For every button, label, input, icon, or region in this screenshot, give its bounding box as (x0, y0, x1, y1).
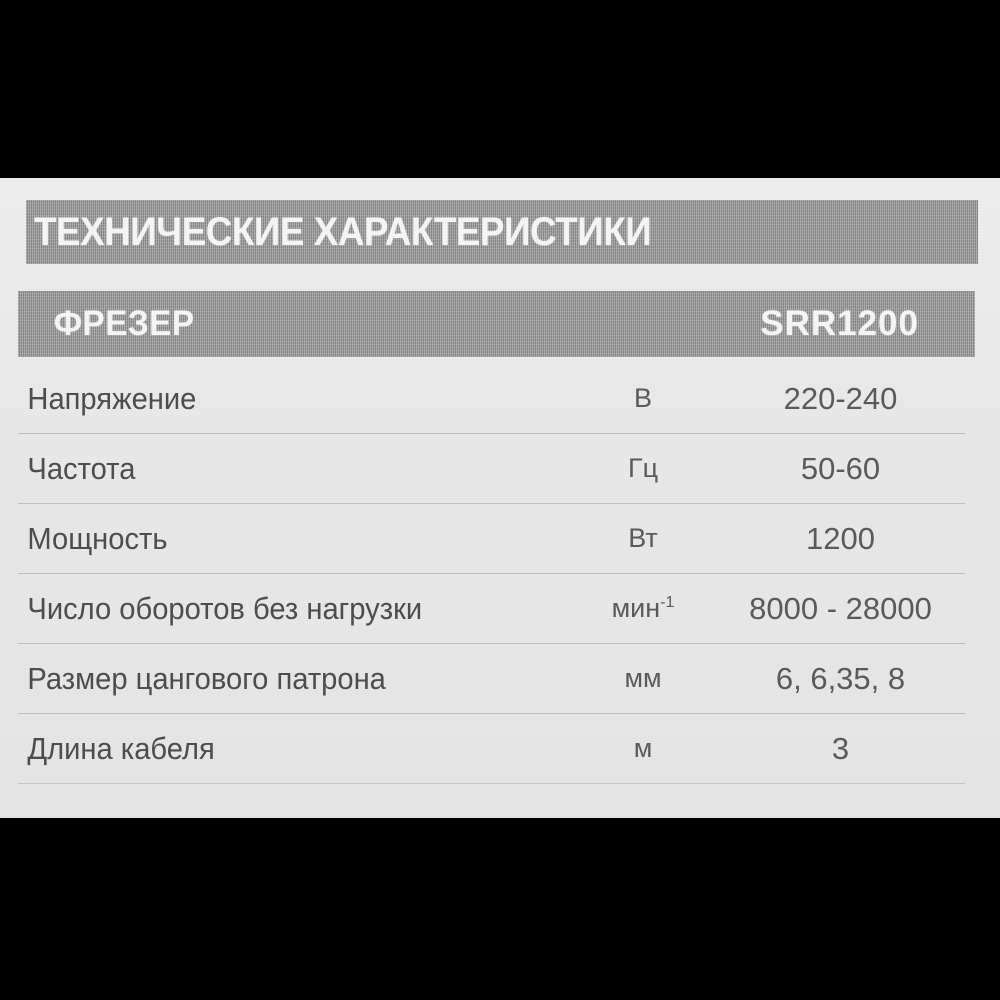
spec-value: 220-240 (783, 380, 898, 416)
spec-unit-text: мин (611, 593, 661, 623)
spec-unit: мин-1 (558, 593, 728, 624)
section-title-banner: ТЕХНИЧЕСКИЕ ХАРАКТЕРИСТИКИ (26, 200, 978, 264)
table-row: Размер цангового патрона мм 6, 6,35, 8 (18, 644, 965, 714)
spec-value: 8000 - 28000 (749, 590, 932, 626)
spec-value: 1200 (806, 520, 875, 556)
model-header-banner: ФРЕЗЕР SRR1200 (18, 291, 975, 357)
spec-unit: В (558, 383, 728, 414)
table-row: Напряжение В 220-240 (18, 364, 965, 434)
spec-label: Длина кабеля (27, 730, 215, 766)
table-row: Число оборотов без нагрузки мин-1 8000 -… (18, 574, 965, 644)
spec-label: Частота (27, 450, 136, 486)
spec-unit-text: Гц (627, 453, 659, 483)
spec-value: 3 (831, 730, 850, 766)
spec-value: 50-60 (800, 450, 881, 486)
model-code-label: SRR1200 (760, 304, 919, 343)
specification-sheet: ТЕХНИЧЕСКИЕ ХАРАКТЕРИСТИКИ ФРЕЗЕР SRR120… (0, 178, 1000, 818)
letterbox-bottom (0, 818, 1000, 1000)
spec-unit-text: Вт (628, 523, 658, 553)
spec-unit: Гц (558, 453, 728, 484)
letterbox-top (0, 0, 1000, 178)
spec-label: Мощность (27, 520, 168, 556)
spec-label: Напряжение (27, 380, 197, 416)
spec-unit-text: В (633, 383, 652, 413)
table-row: Мощность Вт 1200 (18, 504, 965, 574)
specifications-table: Напряжение В 220-240 Частота Гц 50-60 Мо… (18, 364, 965, 784)
spec-unit: м (558, 733, 728, 764)
table-row: Частота Гц 50-60 (18, 434, 965, 504)
section-title-text: ТЕХНИЧЕСКИЕ ХАРАКТЕРИСТИКИ (34, 209, 652, 254)
spec-unit-text: мм (624, 663, 662, 693)
spec-unit: Вт (558, 523, 728, 554)
spec-label: Размер цангового патрона (27, 660, 386, 696)
spec-label: Число оборотов без нагрузки (27, 590, 423, 626)
table-row: Длина кабеля м 3 (18, 714, 965, 784)
spec-unit: мм (558, 663, 728, 694)
spec-unit-exponent: -1 (660, 594, 675, 611)
product-type-label: ФРЕЗЕР (53, 304, 195, 343)
spec-value: 6, 6,35, 8 (775, 660, 906, 696)
spec-unit-text: м (633, 733, 653, 763)
